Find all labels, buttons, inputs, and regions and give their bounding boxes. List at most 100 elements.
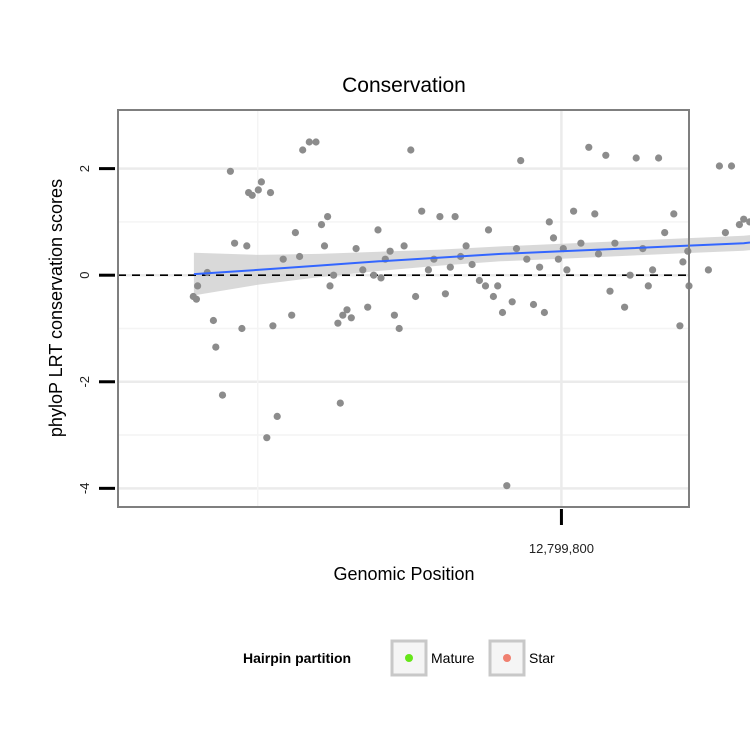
data-point-other (498, 308, 507, 317)
data-point-other (218, 391, 227, 399)
data-point-other (503, 482, 511, 490)
legend-items: Mature Star (390, 639, 555, 677)
chart-title: Conservation (342, 74, 466, 97)
data-point-other (364, 303, 372, 311)
data-point-other (704, 266, 713, 274)
data-point-other (400, 242, 408, 250)
data-point-other (540, 308, 549, 317)
confidence-band-area (193, 235, 750, 296)
data-point-other (661, 229, 669, 237)
data-point-other (269, 322, 277, 330)
data-point-other (418, 207, 426, 215)
data-point-other (606, 287, 614, 295)
data-point-other (591, 210, 599, 218)
data-point-other (670, 210, 678, 218)
data-point-other (740, 215, 748, 223)
data-point-other (489, 292, 497, 301)
data-point-other (320, 242, 329, 250)
data-point-other (679, 258, 687, 266)
data-point-other (305, 138, 313, 146)
data-point-other (484, 226, 493, 234)
legend-entry-mature: Mature (390, 639, 475, 677)
data-point-other (655, 154, 663, 162)
data-point-other (626, 271, 634, 279)
plot-border (117, 109, 690, 508)
data-point-other (192, 295, 200, 303)
data-point-other (481, 282, 490, 290)
data-point-other (330, 271, 338, 279)
y-tick-label: 2 (77, 165, 92, 172)
data-point-other (266, 189, 275, 197)
data-point-other (209, 316, 217, 325)
smooth-line (193, 241, 750, 276)
x-axis-title: Genomic Position (333, 564, 474, 584)
data-point-other (248, 191, 256, 199)
data-point-other (570, 207, 578, 215)
data-point-other (684, 247, 692, 255)
data-point-other (194, 282, 202, 290)
data-point-other (715, 162, 724, 170)
data-point-other (621, 303, 629, 311)
data-point-other (326, 282, 334, 290)
legend: Hairpin partition Mature Star (243, 639, 555, 677)
data-point-other (577, 239, 585, 247)
data-point-other (594, 250, 603, 258)
data-point-other (231, 239, 239, 247)
data-point-other (273, 412, 281, 420)
data-point-other (377, 274, 385, 282)
data-point-other (257, 178, 265, 186)
data-point-other (263, 434, 271, 442)
data-point-other (475, 276, 483, 285)
data-point-other (212, 343, 220, 351)
legend-label: Star (529, 650, 555, 666)
data-point-other (727, 162, 736, 170)
data-point-other (334, 319, 342, 327)
x-tick-label: 12,799,800 (529, 541, 594, 556)
data-point-other (339, 311, 347, 319)
x-axis: 12,799,80012,799,900 (529, 509, 594, 556)
data-point-other (508, 298, 516, 306)
plot-background (118, 110, 689, 507)
data-point-other (676, 322, 684, 330)
data-point-other (602, 151, 610, 159)
data-point-other (386, 247, 394, 255)
data-point-other (446, 263, 454, 271)
data-point-other (407, 146, 415, 154)
data-point-other (649, 266, 657, 274)
data-point-other (545, 218, 553, 226)
legend-key-marker (503, 654, 511, 662)
data-point-other (451, 213, 459, 221)
data-point-other (291, 229, 299, 237)
data-point-other (721, 229, 730, 237)
data-point-other (279, 255, 287, 263)
data-point-other (254, 186, 262, 194)
legend-label: Mature (431, 650, 475, 666)
data-point-other (296, 252, 304, 261)
data-point-other (644, 282, 652, 290)
data-point-other (374, 226, 382, 234)
legend-entry-star: Star (488, 639, 555, 677)
data-point-other (238, 324, 246, 333)
data-point-other (611, 239, 619, 247)
data-point-other (585, 143, 593, 151)
data-point-other (523, 255, 531, 263)
data-point-other (554, 255, 563, 263)
data-point-other (343, 306, 351, 314)
legend-title: Hairpin partition (243, 650, 351, 666)
data-point-other (312, 138, 320, 146)
data-point-other (324, 213, 332, 221)
data-point-other (436, 213, 444, 221)
data-point-other (395, 324, 403, 333)
data-point-other (441, 290, 449, 298)
y-axis-title: phyloP LRT conservation scores (46, 179, 66, 437)
y-tick-label: -2 (77, 376, 92, 388)
data-point-other (412, 292, 420, 301)
y-tick-label: -4 (77, 483, 92, 495)
data-point-other (359, 266, 367, 274)
data-point-other (347, 314, 355, 322)
data-point-other (529, 300, 538, 309)
data-point-other (352, 245, 360, 253)
data-point-other (317, 221, 326, 229)
data-point-other (512, 245, 521, 253)
